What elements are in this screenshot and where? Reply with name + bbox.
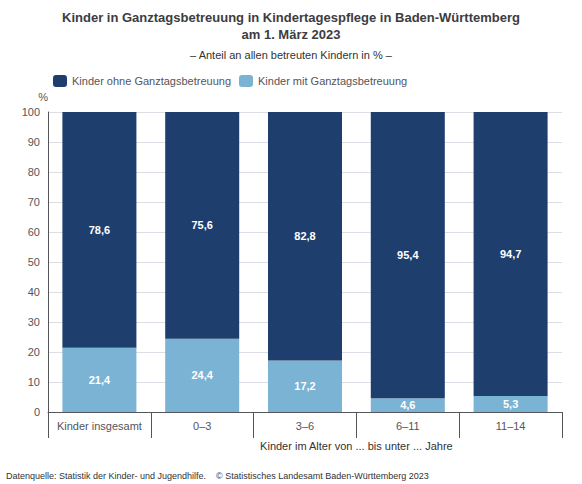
svg-text:– Anteil an allen betreuten Ki: – Anteil an allen betreuten Kindern in %… xyxy=(190,49,393,61)
svg-text:Kinder ohne Ganztagsbetreuung: Kinder ohne Ganztagsbetreuung xyxy=(72,75,231,87)
svg-text:0: 0 xyxy=(34,406,40,418)
svg-text:6–11: 6–11 xyxy=(396,420,420,432)
svg-text:Kinder insgesamt: Kinder insgesamt xyxy=(57,420,142,432)
svg-text:Kinder mit Ganztagsbetreuung: Kinder mit Ganztagsbetreuung xyxy=(258,75,407,87)
svg-text:Kinder in Ganztagsbetreuung in: Kinder in Ganztagsbetreuung in Kindertag… xyxy=(62,10,520,25)
svg-text:40: 40 xyxy=(28,286,40,298)
svg-text:50: 50 xyxy=(28,256,40,268)
svg-text:Kinder im Alter von ... bis un: Kinder im Alter von ... bis unter ... Ja… xyxy=(260,440,453,452)
svg-text:60: 60 xyxy=(28,226,40,238)
svg-text:82,8: 82,8 xyxy=(294,230,315,242)
svg-text:80: 80 xyxy=(28,166,40,178)
svg-text:4,6: 4,6 xyxy=(400,399,415,411)
svg-text:5,3: 5,3 xyxy=(503,398,518,410)
svg-text:24,4: 24,4 xyxy=(191,369,213,381)
svg-text:70: 70 xyxy=(28,196,40,208)
svg-text:95,4: 95,4 xyxy=(397,249,419,261)
svg-text:0–3: 0–3 xyxy=(193,420,211,432)
svg-text:10: 10 xyxy=(28,376,40,388)
svg-text:90: 90 xyxy=(28,136,40,148)
svg-text:94,7: 94,7 xyxy=(500,248,521,260)
svg-text:Datenquelle: Statistik der Kin: Datenquelle: Statistik der Kinder- und J… xyxy=(6,471,429,481)
svg-text:3–6: 3–6 xyxy=(296,420,314,432)
svg-text:11–14: 11–14 xyxy=(496,420,526,432)
svg-text:75,6: 75,6 xyxy=(191,219,212,231)
svg-text:100: 100 xyxy=(22,106,40,118)
svg-text:78,6: 78,6 xyxy=(89,224,110,236)
svg-text:30: 30 xyxy=(28,316,40,328)
svg-text:am 1. März 2023: am 1. März 2023 xyxy=(241,27,340,42)
svg-text:%: % xyxy=(38,91,48,103)
svg-text:20: 20 xyxy=(28,346,40,358)
svg-text:17,2: 17,2 xyxy=(294,380,315,392)
svg-text:21,4: 21,4 xyxy=(89,374,111,386)
